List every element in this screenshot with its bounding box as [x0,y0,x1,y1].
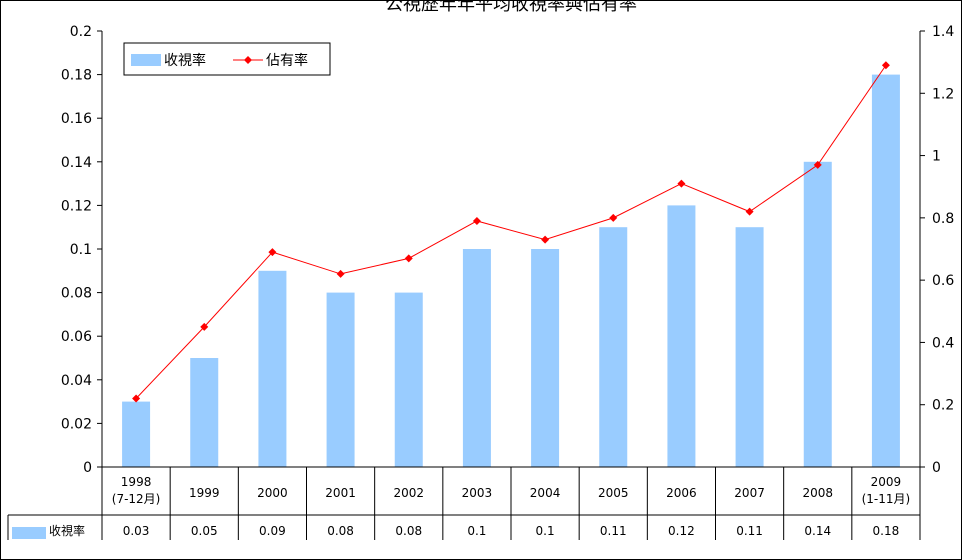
line-point-8 [677,179,686,188]
left-tick-label: 0.18 [61,68,92,84]
table-value: 0.09 [259,524,286,538]
legend-bar-swatch [131,54,161,66]
bar-3 [326,292,355,467]
bar-11 [871,74,900,467]
category-label: 2003 [462,486,493,500]
right-tick-label: 0.2 [932,398,954,414]
line-series [135,64,887,399]
line-point-11 [881,61,890,70]
table-value: 0.12 [668,524,695,538]
right-tick-label: 0.4 [932,335,954,351]
category-label: 2002 [393,486,424,500]
left-tick-label: 0 [83,460,92,476]
line-point-4 [404,254,413,263]
left-tick-label: 0.06 [61,329,92,345]
category-label: 2007 [734,486,765,500]
line-point-1 [200,322,209,331]
table-value: 0.08 [395,524,422,538]
left-tick-label: 0.1 [70,242,92,258]
category-label: 2004 [530,486,561,500]
right-tick-label: 0 [932,460,941,476]
table-value: 0.1 [467,524,486,538]
bar-9 [735,227,764,467]
bar-0 [122,401,151,467]
category-label: 2009 (1-11月) [862,475,911,506]
line-point-10 [813,160,822,169]
category-label: 2000 [257,486,288,500]
line-point-3 [336,269,345,278]
category-label: 2005 [598,486,629,500]
category-label: 2006 [666,486,697,500]
table-row-label: 收視率 [49,523,85,538]
bar-2 [258,270,287,467]
category-label: 2008 [802,486,833,500]
legend-line-label: 佔有率 [266,52,308,69]
table-value: 0.14 [804,524,831,538]
left-tick-label: 0.12 [61,198,92,214]
left-tick-label: 0.16 [61,111,92,127]
bar-6 [531,249,560,467]
table-value: 0.11 [736,524,763,538]
bar-8 [667,205,696,467]
category-label: 1998 (7-12月) [112,475,161,506]
combo-chart: 公視歷年年平均收視率與佔有率 0 0.02 0.04 0.06 0.08 0.1 0.12 0.… [7,0,954,540]
table-value: 0.05 [191,524,218,538]
left-tick-label: 0.02 [61,416,92,432]
category-label: 2001 [325,486,356,500]
bar-5 [462,249,491,467]
bar-1 [190,358,219,467]
category-label: 1999 [189,486,220,500]
line-point-5 [472,216,481,225]
left-tick-label: 0.08 [61,286,92,302]
right-tick-label: 0.6 [932,273,954,289]
table-value: 0.08 [327,524,354,538]
left-tick-label: 0.04 [61,373,92,389]
legend-bar-label: 收視率 [164,52,206,69]
table-value: 0.11 [600,524,627,538]
bar-10 [803,161,832,468]
right-tick-label: 1.4 [932,24,954,40]
table-legend-swatch [12,527,46,539]
right-tick-label: 1 [932,149,941,165]
left-tick-label: 0.14 [61,155,92,171]
left-tick-label: 0.2 [70,24,92,40]
chart-title: 公視歷年年平均收視率與佔有率 [385,0,637,15]
legend-line-marker [244,56,252,64]
line-point-2 [268,248,277,257]
line-point-6 [541,235,550,244]
line-point-9 [745,207,754,216]
right-tick-label: 0.8 [932,211,954,227]
table-value: 0.03 [123,524,150,538]
table-value: 0.1 [536,524,555,538]
bar-4 [394,292,423,467]
line-point-7 [609,213,618,222]
bar-7 [599,227,628,467]
right-tick-label: 1.2 [932,86,954,102]
line-point-0 [132,394,141,403]
table-value: 0.18 [873,524,900,538]
